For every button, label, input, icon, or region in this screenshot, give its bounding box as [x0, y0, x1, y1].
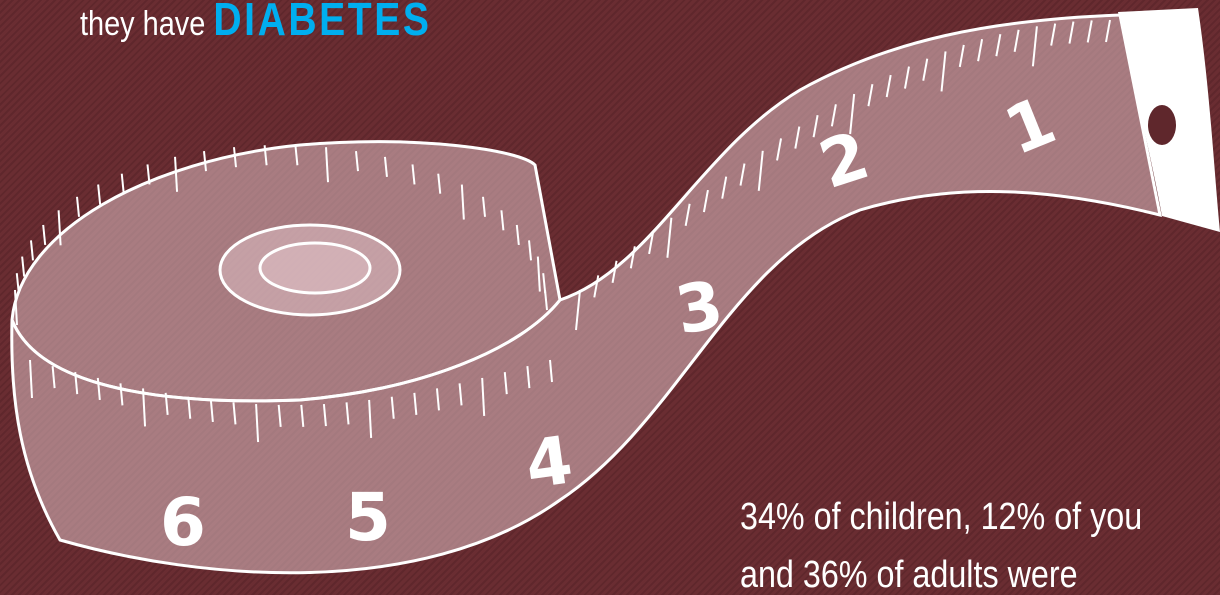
body-line: and 36% of adults were — [740, 554, 1078, 595]
tick — [648, 231, 655, 255]
tick — [515, 224, 520, 246]
tick — [1013, 29, 1020, 53]
tick — [232, 402, 237, 425]
tick — [666, 217, 673, 258]
coil-core — [258, 241, 372, 295]
tick — [76, 196, 80, 217]
tick — [482, 196, 486, 217]
tick — [263, 145, 268, 166]
tick — [15, 273, 20, 294]
tick — [526, 366, 531, 389]
tick — [460, 184, 465, 220]
tick — [345, 402, 350, 425]
tick — [757, 150, 764, 191]
tick — [57, 210, 62, 246]
tick — [74, 372, 79, 395]
tick — [21, 256, 26, 277]
tip-hole — [1148, 105, 1176, 145]
tick — [390, 396, 395, 419]
tick — [355, 150, 359, 172]
tick — [1105, 19, 1111, 43]
tick — [435, 388, 440, 411]
tick — [528, 240, 533, 261]
tick — [120, 173, 125, 194]
tick — [232, 147, 237, 168]
tick — [995, 33, 1002, 57]
tick — [277, 404, 282, 427]
tick — [29, 240, 34, 261]
tick — [536, 256, 541, 292]
body-text: 34% of children, 12% of you and 36% of a… — [740, 488, 1142, 595]
tick — [794, 126, 801, 149]
tick — [411, 164, 416, 185]
tick — [958, 44, 965, 68]
tick — [684, 203, 691, 226]
tick — [174, 156, 179, 192]
header-lead: they have — [80, 5, 206, 43]
tick — [322, 403, 327, 427]
tick — [42, 224, 47, 246]
tick — [776, 138, 783, 161]
tick — [255, 404, 260, 443]
tick — [1050, 23, 1057, 46]
tick — [294, 145, 299, 166]
tick — [119, 383, 124, 406]
tape-number: 4 — [521, 421, 577, 504]
tick — [739, 163, 746, 186]
tick — [1086, 20, 1093, 43]
tick — [413, 392, 418, 415]
tick — [611, 260, 618, 283]
tick — [97, 184, 102, 205]
tick — [187, 396, 192, 419]
tick — [702, 189, 709, 213]
tick — [164, 392, 169, 415]
tick — [458, 383, 463, 406]
tick — [96, 377, 101, 401]
header: they have DIABETES — [80, 0, 431, 46]
tick — [203, 150, 207, 172]
tick — [437, 173, 442, 194]
tick — [867, 84, 874, 107]
tick — [503, 372, 508, 395]
tick — [542, 273, 547, 294]
tick — [830, 104, 837, 127]
tick — [29, 359, 33, 399]
tick — [142, 388, 147, 427]
tick — [885, 74, 892, 98]
tick — [629, 246, 636, 269]
tick — [1031, 26, 1038, 67]
tick — [940, 51, 947, 92]
tick — [549, 359, 553, 383]
tick — [812, 115, 819, 138]
coil-front — [10, 13, 1162, 575]
tape-number: 5 — [345, 479, 391, 556]
tick — [383, 156, 388, 177]
tick — [593, 275, 600, 298]
tick — [146, 164, 151, 185]
tick — [544, 289, 548, 311]
tick — [300, 404, 305, 427]
tick — [721, 176, 728, 199]
tick — [500, 210, 505, 231]
tick — [575, 289, 581, 331]
tick — [209, 399, 214, 423]
tick — [368, 399, 373, 439]
body-line: 34% of children, 12% of you — [740, 496, 1143, 538]
tick — [481, 377, 486, 416]
tick — [325, 147, 330, 183]
tick — [903, 66, 910, 89]
tick — [51, 366, 56, 389]
tick — [849, 93, 856, 135]
tick — [14, 289, 18, 326]
tick — [977, 38, 984, 62]
tick — [1068, 21, 1075, 44]
header-highlight: DIABETES — [213, 0, 432, 45]
tape-number: 6 — [160, 484, 206, 561]
tick — [922, 58, 929, 81]
